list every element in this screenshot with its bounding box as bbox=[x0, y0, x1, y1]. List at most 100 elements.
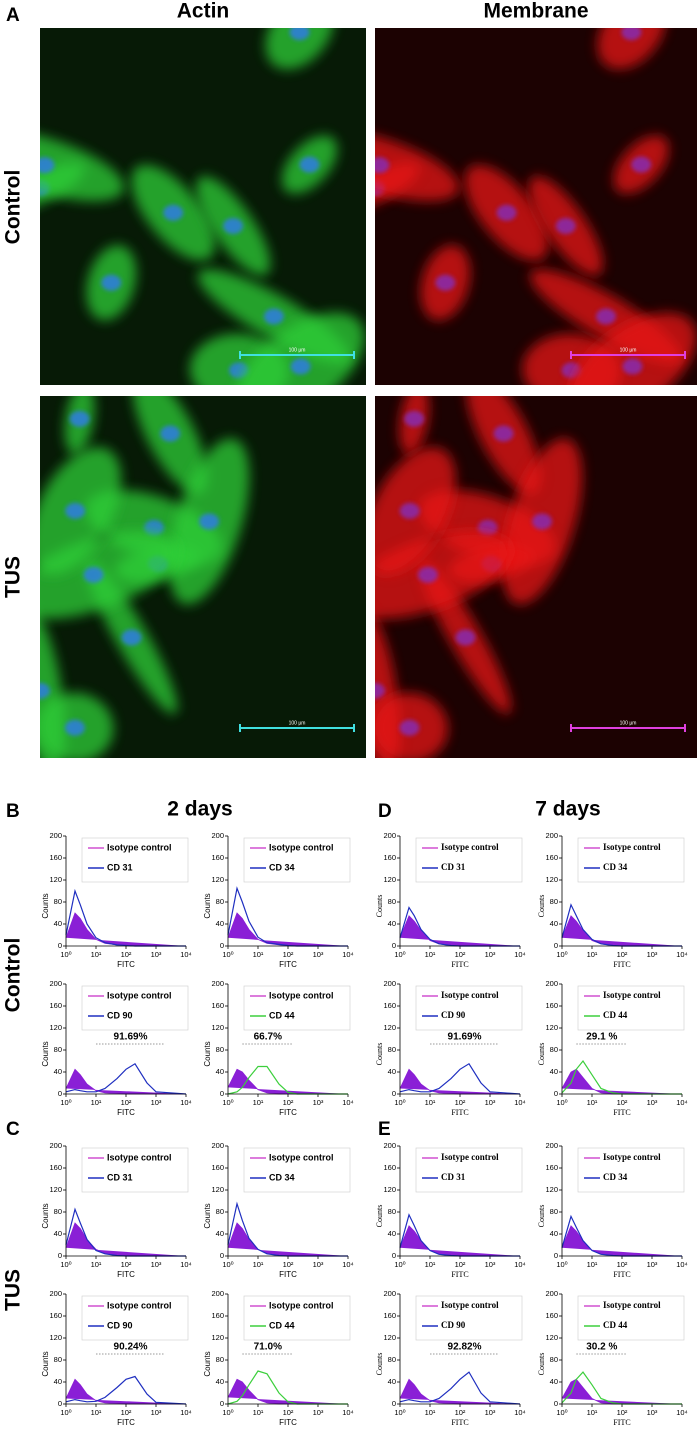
isotype-area bbox=[227, 912, 348, 947]
percent-label: 29.1 % bbox=[586, 1032, 617, 1043]
x-tick-label: 10³ bbox=[313, 950, 324, 959]
y-axis-label: Counts bbox=[375, 895, 384, 918]
y-tick-label: 120 bbox=[211, 1333, 224, 1342]
panel-label: C bbox=[6, 1119, 20, 1140]
histogram-plot: 0 40 80 120 160 200 10⁰ 10¹ 10² 10³ 10⁴ Counts FITC I… bbox=[537, 979, 688, 1117]
x-tick-label: 10² bbox=[455, 1098, 466, 1107]
x-tick-label: 10⁰ bbox=[222, 1408, 233, 1417]
legend-label: CD 44 bbox=[603, 1010, 628, 1020]
percent-label: 91.69% bbox=[448, 1032, 482, 1043]
row-label: Control bbox=[2, 170, 25, 245]
x-tick-label: 10² bbox=[283, 950, 294, 959]
y-tick-label: 200 bbox=[49, 1289, 62, 1298]
x-tick-label: 10⁴ bbox=[342, 1260, 354, 1269]
x-tick-label: 10⁴ bbox=[676, 1408, 688, 1417]
x-tick-label: 10⁰ bbox=[394, 950, 405, 959]
y-axis-label: Counts bbox=[41, 1203, 50, 1228]
y-axis-label: Counts bbox=[41, 893, 50, 918]
panel-label: A bbox=[6, 5, 20, 26]
x-tick-label: 10⁴ bbox=[676, 950, 688, 959]
x-tick-label: 10² bbox=[121, 1260, 132, 1269]
nucleus bbox=[290, 358, 311, 375]
x-tick-label: 10² bbox=[455, 950, 466, 959]
nucleus bbox=[404, 410, 425, 427]
marker-line bbox=[561, 903, 682, 947]
histogram-plot: 0 40 80 120 160 200 10⁰ 10¹ 10² 10³ 10⁴ Counts FITC I… bbox=[375, 1141, 526, 1279]
x-tick-label: 10⁴ bbox=[180, 1260, 192, 1269]
y-tick-label: 200 bbox=[49, 979, 62, 988]
x-axis-label: FITC bbox=[451, 1108, 468, 1117]
y-tick-label: 160 bbox=[49, 853, 62, 862]
x-tick-label: 10⁰ bbox=[394, 1260, 405, 1269]
nucleus bbox=[375, 682, 386, 699]
y-tick-label: 40 bbox=[550, 1229, 558, 1238]
nucleus bbox=[289, 28, 310, 41]
isotype-area bbox=[561, 915, 682, 947]
row-label: TUS bbox=[2, 556, 25, 598]
y-tick-label: 160 bbox=[383, 1163, 396, 1172]
y-tick-label: 120 bbox=[383, 1333, 396, 1342]
legend-label: CD 90 bbox=[441, 1010, 466, 1020]
y-tick-label: 0 bbox=[392, 1251, 396, 1260]
x-tick-label: 10⁴ bbox=[180, 950, 192, 959]
y-tick-label: 40 bbox=[216, 1229, 224, 1238]
x-tick-label: 10⁰ bbox=[60, 1098, 71, 1107]
nucleus bbox=[299, 156, 320, 173]
y-axis-label: Counts bbox=[41, 1351, 50, 1376]
isotype-area bbox=[227, 1378, 348, 1405]
y-axis-label: Counts bbox=[203, 1351, 212, 1376]
membrane-image: 100 µm bbox=[375, 28, 697, 385]
legend-box bbox=[81, 1295, 189, 1341]
legend-label: CD 44 bbox=[603, 1320, 628, 1330]
x-tick-label: 10¹ bbox=[587, 1260, 598, 1269]
y-tick-label: 160 bbox=[383, 1001, 396, 1010]
legend-box bbox=[243, 1147, 351, 1193]
legend-label: Isotype control bbox=[107, 842, 172, 852]
y-tick-label: 160 bbox=[545, 853, 558, 862]
x-tick-label: 10¹ bbox=[253, 1260, 264, 1269]
y-tick-label: 40 bbox=[54, 1377, 62, 1386]
column-header: Membrane bbox=[483, 0, 588, 23]
y-tick-label: 0 bbox=[58, 1399, 62, 1408]
nucleus bbox=[101, 274, 122, 291]
legend-label: Isotype control bbox=[269, 990, 334, 1000]
histogram-plot: 0 40 80 120 160 200 10⁰ 10¹ 10² 10³ 10⁴ Counts FITC I… bbox=[375, 979, 526, 1117]
y-tick-label: 40 bbox=[54, 1067, 62, 1076]
x-tick-label: 10⁰ bbox=[556, 1408, 567, 1417]
nucleus bbox=[417, 566, 438, 583]
legend-box bbox=[577, 837, 685, 883]
nucleus bbox=[631, 156, 652, 173]
nucleus bbox=[496, 204, 517, 221]
nucleus bbox=[40, 157, 55, 174]
isotype-area bbox=[65, 1068, 186, 1095]
time-label: 2 days bbox=[167, 798, 232, 821]
y-axis-label: Counts bbox=[375, 1043, 384, 1066]
y-axis-label: Counts bbox=[203, 893, 212, 918]
x-tick-label: 10¹ bbox=[91, 1408, 102, 1417]
nucleus bbox=[532, 513, 553, 530]
y-tick-label: 0 bbox=[220, 1089, 224, 1098]
x-tick-label: 10³ bbox=[485, 1260, 496, 1269]
y-tick-label: 200 bbox=[49, 831, 62, 840]
x-tick-label: 10³ bbox=[647, 1260, 658, 1269]
x-axis-label: FITC bbox=[613, 1270, 630, 1279]
panel-label: E bbox=[378, 1119, 391, 1140]
legend-label: Isotype control bbox=[603, 842, 661, 852]
y-tick-label: 200 bbox=[383, 979, 396, 988]
y-axis-label: Counts bbox=[203, 1041, 212, 1066]
histogram-plot: 0 40 80 120 160 200 10⁰ 10¹ 10² 10³ 10⁴ Counts FITC I… bbox=[537, 1289, 688, 1427]
x-axis-label: FITC bbox=[279, 960, 297, 969]
legend-label: Isotype control bbox=[441, 842, 499, 852]
isotype-area bbox=[65, 912, 186, 947]
x-tick-label: 10³ bbox=[647, 1408, 658, 1417]
x-tick-label: 10⁰ bbox=[222, 950, 233, 959]
y-tick-label: 120 bbox=[545, 875, 558, 884]
x-tick-label: 10⁰ bbox=[60, 950, 71, 959]
x-tick-label: 10² bbox=[121, 1098, 132, 1107]
y-tick-label: 0 bbox=[58, 941, 62, 950]
x-tick-label: 10⁰ bbox=[556, 1260, 567, 1269]
legend-box bbox=[81, 837, 189, 883]
x-tick-label: 10⁴ bbox=[514, 1408, 526, 1417]
isotype-area bbox=[65, 1222, 186, 1257]
x-tick-label: 10¹ bbox=[587, 950, 598, 959]
